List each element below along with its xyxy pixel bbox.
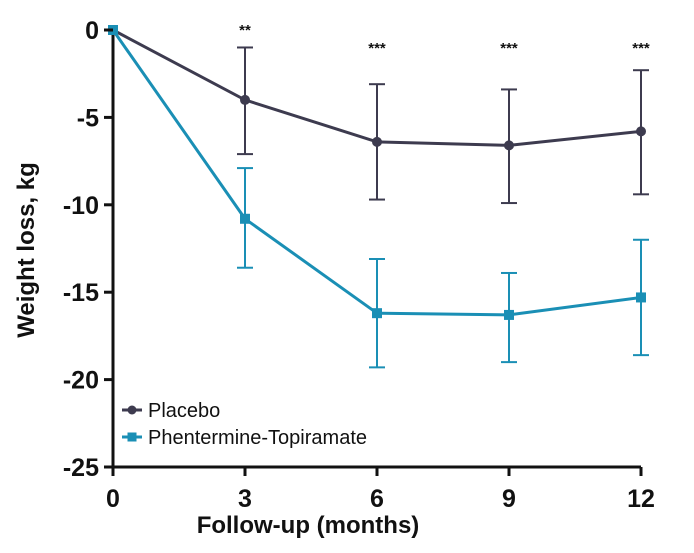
x-axis-ticks: 0 3 6 9 12: [106, 467, 655, 513]
significance-label: ***: [632, 40, 650, 57]
y-tick-label: -25: [63, 454, 99, 482]
legend-marker: [127, 432, 137, 442]
x-tick-label: 9: [502, 485, 516, 513]
legend: Placebo Phentermine-Topiramate: [122, 400, 367, 449]
x-tick-label: 0: [106, 485, 120, 513]
data-point: [372, 308, 382, 319]
y-axis-title: Weight loss, kg: [13, 162, 40, 338]
x-tick-label: 12: [627, 485, 655, 513]
x-tick-label: 6: [370, 485, 384, 513]
y-tick-label: -10: [63, 192, 99, 220]
data-point: [636, 292, 646, 303]
legend-marker: [127, 405, 137, 415]
y-tick-label: -15: [63, 279, 99, 307]
significance-label: **: [239, 22, 251, 39]
data-point: [240, 94, 250, 105]
series-phentermine-topiramate: [108, 25, 649, 369]
plot-area: [108, 25, 649, 469]
y-axis-ticks: 0 -5 -10 -15 -20 -25: [63, 17, 113, 482]
legend-label: Phentermine-Topiramate: [148, 427, 367, 449]
y-tick-label: -5: [77, 104, 99, 132]
y-tick-label: 0: [85, 17, 99, 45]
data-point: [504, 140, 514, 151]
y-tick-label: -20: [63, 367, 99, 395]
significance-label: ***: [368, 40, 386, 57]
series-placebo: [108, 25, 649, 205]
significance-label: ***: [500, 40, 518, 57]
x-axis-title: Follow-up (months): [197, 512, 420, 539]
significance-annotations: ***** *** ***: [239, 22, 650, 57]
legend-label: Placebo: [148, 400, 220, 422]
data-point: [372, 136, 382, 147]
data-point: [240, 213, 250, 224]
data-point: [504, 309, 514, 320]
data-point: [636, 126, 646, 137]
x-tick-label: 3: [238, 485, 252, 513]
